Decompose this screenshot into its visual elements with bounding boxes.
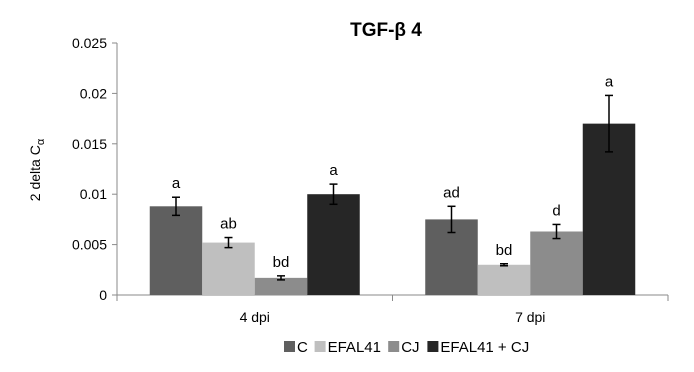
y-tick-label: 0	[99, 287, 107, 303]
legend-swatch	[388, 341, 400, 352]
data-label: a	[605, 73, 614, 90]
bar	[307, 194, 360, 295]
legend-label: EFAL41 + CJ	[440, 339, 529, 356]
data-label: bd	[496, 242, 513, 259]
y-tick-label: 0.025	[72, 35, 107, 51]
y-tick-label: 0.015	[72, 136, 107, 152]
data-label: bd	[273, 254, 290, 271]
data-label: a	[172, 175, 181, 192]
bar	[254, 277, 308, 295]
bar	[202, 242, 255, 295]
legend-label: C	[297, 339, 308, 356]
data-label: d	[552, 202, 560, 219]
data-label: ad	[443, 184, 460, 201]
chart-title: TGF-β 4	[350, 20, 422, 41]
bar	[149, 206, 203, 295]
y-axis-label: 2 delta Cα	[27, 138, 47, 201]
legend-swatch	[427, 341, 439, 352]
plot-area: 0 0.005 0.01 0.015 0.02 0.025 4 dpi a ab bd a 7 dpi…	[72, 35, 669, 325]
y-axis-label-main: 2 delta C	[27, 145, 43, 201]
legend: C EFAL41 CJ EFAL41 + CJ	[284, 339, 529, 356]
legend-label: CJ	[401, 339, 419, 356]
svg-text:2 delta Cα: 2 delta Cα	[27, 138, 47, 201]
x-tick-label: 4 dpi	[240, 309, 270, 325]
bar	[477, 264, 531, 295]
y-tick-label: 0.02	[80, 85, 107, 101]
legend-label: EFAL41	[328, 339, 381, 356]
y-axis-label-subscript: α	[35, 138, 47, 145]
data-label: ab	[220, 216, 237, 233]
legend-swatch	[314, 341, 326, 352]
data-label: a	[329, 162, 338, 179]
legend-swatch	[284, 341, 295, 352]
y-tick-label: 0.01	[80, 186, 107, 202]
y-tick-label: 0.005	[72, 237, 107, 253]
x-tick-label: 7 dpi	[515, 309, 545, 325]
bar	[530, 231, 583, 295]
